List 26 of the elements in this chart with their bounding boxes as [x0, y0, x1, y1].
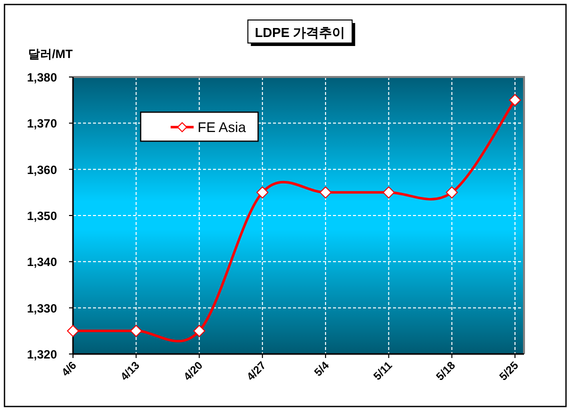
point — [320, 186, 332, 198]
y-tick-label: 1,340 — [26, 255, 58, 270]
point — [130, 324, 142, 337]
point — [193, 324, 206, 337]
y-tick-label: 1,330 — [26, 301, 58, 316]
y-axis-title: 달러/MT — [28, 47, 74, 61]
x-tick-label: 5/4 — [312, 359, 332, 379]
title: LDPE 가격추이 — [247, 20, 356, 46]
y-tick-label: 1,370 — [26, 116, 58, 131]
x-tick-label: 4/20 — [182, 360, 206, 384]
point — [256, 186, 268, 198]
x-tick-label: 5/18 — [434, 360, 458, 384]
y-tick-label: 1,320 — [26, 348, 58, 362]
x-tick-label: 4/6 — [60, 360, 80, 379]
chart-title: LDPE 가격추이 — [254, 25, 346, 40]
legend: FE Asia — [140, 112, 259, 142]
x-tick-label: 5/11 — [372, 360, 395, 383]
point — [67, 324, 79, 337]
point — [382, 186, 395, 198]
y-tick-label: 1,380 — [26, 70, 58, 84]
y-tick-label: 1,360 — [26, 162, 58, 177]
point — [508, 94, 521, 106]
x-tick-label: 4/13 — [118, 360, 142, 384]
legend-label: FE Asia — [198, 119, 246, 136]
point — [446, 186, 458, 198]
y-tick-label: 1,350 — [26, 209, 58, 223]
